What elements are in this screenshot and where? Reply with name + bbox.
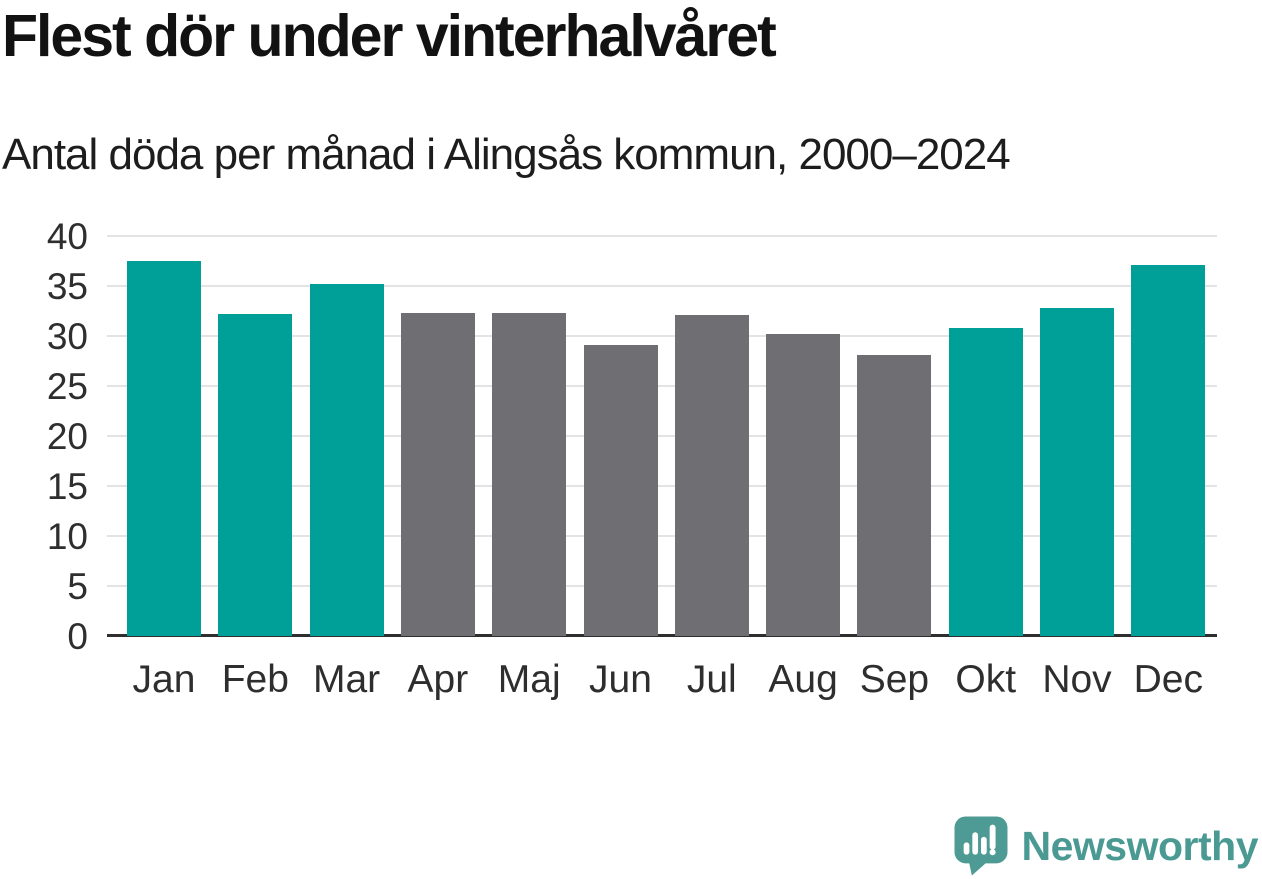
y-tick-label-5: 5: [67, 566, 88, 607]
gridline-10: [107, 535, 1217, 537]
gridline-40: [107, 235, 1217, 237]
x-tick-label-jan: Jan: [132, 658, 196, 701]
x-tick-label-apr: Apr: [407, 658, 469, 701]
y-axis-tick-labels: 0 5 10 15 20 25 30 35 40: [0, 218, 88, 657]
x-tick-label-jul: Jul: [686, 658, 737, 701]
bar-dec: [1131, 265, 1206, 636]
bar-jan: [127, 261, 201, 636]
y-tick-label-35: 35: [46, 266, 88, 307]
x-tick-label-mar: Mar: [313, 658, 381, 701]
gridline-30: [107, 335, 1217, 337]
x-tick-label-okt: Okt: [955, 658, 1017, 701]
y-tick-label-0: 0: [67, 616, 88, 657]
x-axis-tick-labels: Jan Feb Mar Apr Maj Jun Jul Aug Sep Okt Nov Dec: [107, 658, 1217, 706]
logo-exclamation-bar: [989, 824, 996, 850]
logo-bar-tall: [971, 832, 978, 855]
y-tick-label-20: 20: [46, 416, 88, 457]
y-tick-label-10: 10: [46, 516, 88, 557]
gridline-15: [107, 485, 1217, 487]
x-tick-label-dec: Dec: [1133, 658, 1203, 701]
gridline-35: [107, 285, 1217, 287]
gridline-20: [107, 435, 1217, 437]
logo-bar-medium: [980, 836, 987, 855]
chart-title: Flest dör under vinterhalvåret: [2, 3, 777, 69]
x-tick-label-aug: Aug: [768, 658, 838, 701]
bar-apr: [400, 313, 475, 636]
bar-nov: [1040, 308, 1114, 636]
y-tick-label-15: 15: [46, 466, 88, 507]
logo-wordmark: Newsworthy: [1021, 822, 1259, 869]
bar-aug: [766, 334, 841, 636]
bar-maj: [492, 313, 567, 636]
y-tick-label-25: 25: [46, 366, 88, 407]
y-tick-label-40: 40: [46, 216, 88, 257]
chart-subtitle: Antal döda per månad i Alingsås kommun, …: [2, 130, 1011, 179]
plot-area: [107, 235, 1217, 637]
branding: Newsworthy: [954, 814, 1259, 878]
logo-exclamation-dot: [989, 849, 996, 856]
x-tick-label-sep: Sep: [859, 658, 930, 701]
bar-mar: [309, 284, 384, 636]
bar-sep: [857, 355, 932, 636]
x-tick-label-feb: Feb: [221, 658, 289, 701]
x-tick-label-jun: Jun: [589, 658, 652, 701]
gridline-5: [107, 585, 1217, 587]
bar-feb: [218, 314, 293, 636]
bar-jul: [674, 315, 749, 636]
gridline-25: [107, 385, 1217, 387]
logo-bar-short: [963, 842, 969, 855]
x-tick-label-maj: Maj: [497, 658, 561, 701]
newsworthy-speech-bubble-chart-icon: [954, 816, 1007, 876]
y-tick-label-30: 30: [46, 316, 88, 357]
bar-jun: [583, 345, 658, 636]
bar-okt: [948, 328, 1023, 636]
x-tick-label-nov: Nov: [1042, 658, 1112, 701]
x-axis-line: [107, 634, 1217, 637]
